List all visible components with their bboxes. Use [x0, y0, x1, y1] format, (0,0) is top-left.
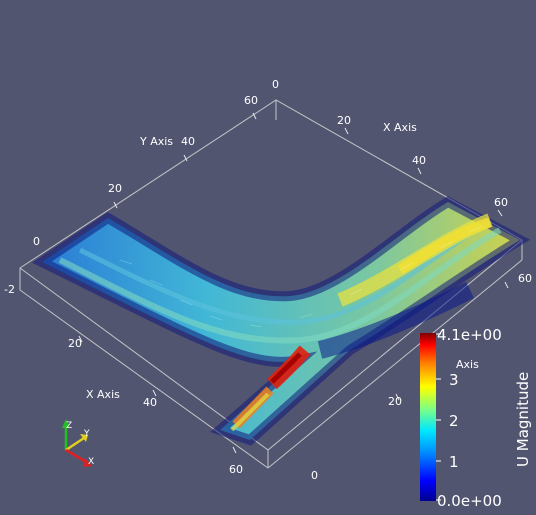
- z-axis-title-partial: Axis: [456, 358, 479, 371]
- colorbar: 4.1e+00 3 2 1 0.0e+00 U Magnitude: [420, 326, 532, 510]
- colorbar-tick-1: 1: [449, 453, 459, 471]
- orientation-axes: Z Y X: [62, 419, 94, 467]
- tick-right-60: 60: [518, 272, 532, 285]
- colorbar-max-label: 4.1e+00: [437, 326, 502, 344]
- tick-top-0: 0: [272, 78, 279, 91]
- tick-top-y60: 60: [244, 94, 258, 107]
- tick-left-neg2: -2: [4, 283, 15, 296]
- tick-top-x40: 40: [412, 154, 426, 167]
- tick-bottom-x60: 60: [229, 463, 243, 476]
- tick-top-x20: 20: [337, 114, 351, 127]
- flow-surface: [32, 196, 531, 446]
- colorbar-title: U Magnitude: [514, 372, 532, 467]
- tick-top-x60: 60: [494, 196, 508, 209]
- tick-bottom-x20: 20: [68, 337, 82, 350]
- velocity-glyphs: [119, 225, 483, 328]
- tick-right-20: 20: [388, 395, 402, 408]
- orientation-x-label: X: [88, 457, 94, 467]
- tick-top-y0: 0: [33, 235, 40, 248]
- colorbar-min-label: 0.0e+00: [437, 492, 502, 510]
- x-axis-title-top: X Axis: [383, 121, 417, 134]
- colorbar-tick-2: 2: [449, 412, 459, 430]
- colorbar-gradient: [420, 333, 436, 501]
- tick-top-y20: 20: [108, 182, 122, 195]
- tick-bottom-0: 0: [311, 469, 318, 482]
- tick-top-y40: 40: [181, 135, 195, 148]
- y-axis-title: Y Axis: [139, 135, 173, 148]
- x-axis-title-bottom: X Axis: [86, 388, 120, 401]
- tick-bottom-x40: 40: [143, 396, 157, 409]
- orientation-y-label: Y: [83, 429, 90, 439]
- orientation-z-label: Z: [66, 421, 72, 431]
- colorbar-tick-3: 3: [449, 371, 459, 389]
